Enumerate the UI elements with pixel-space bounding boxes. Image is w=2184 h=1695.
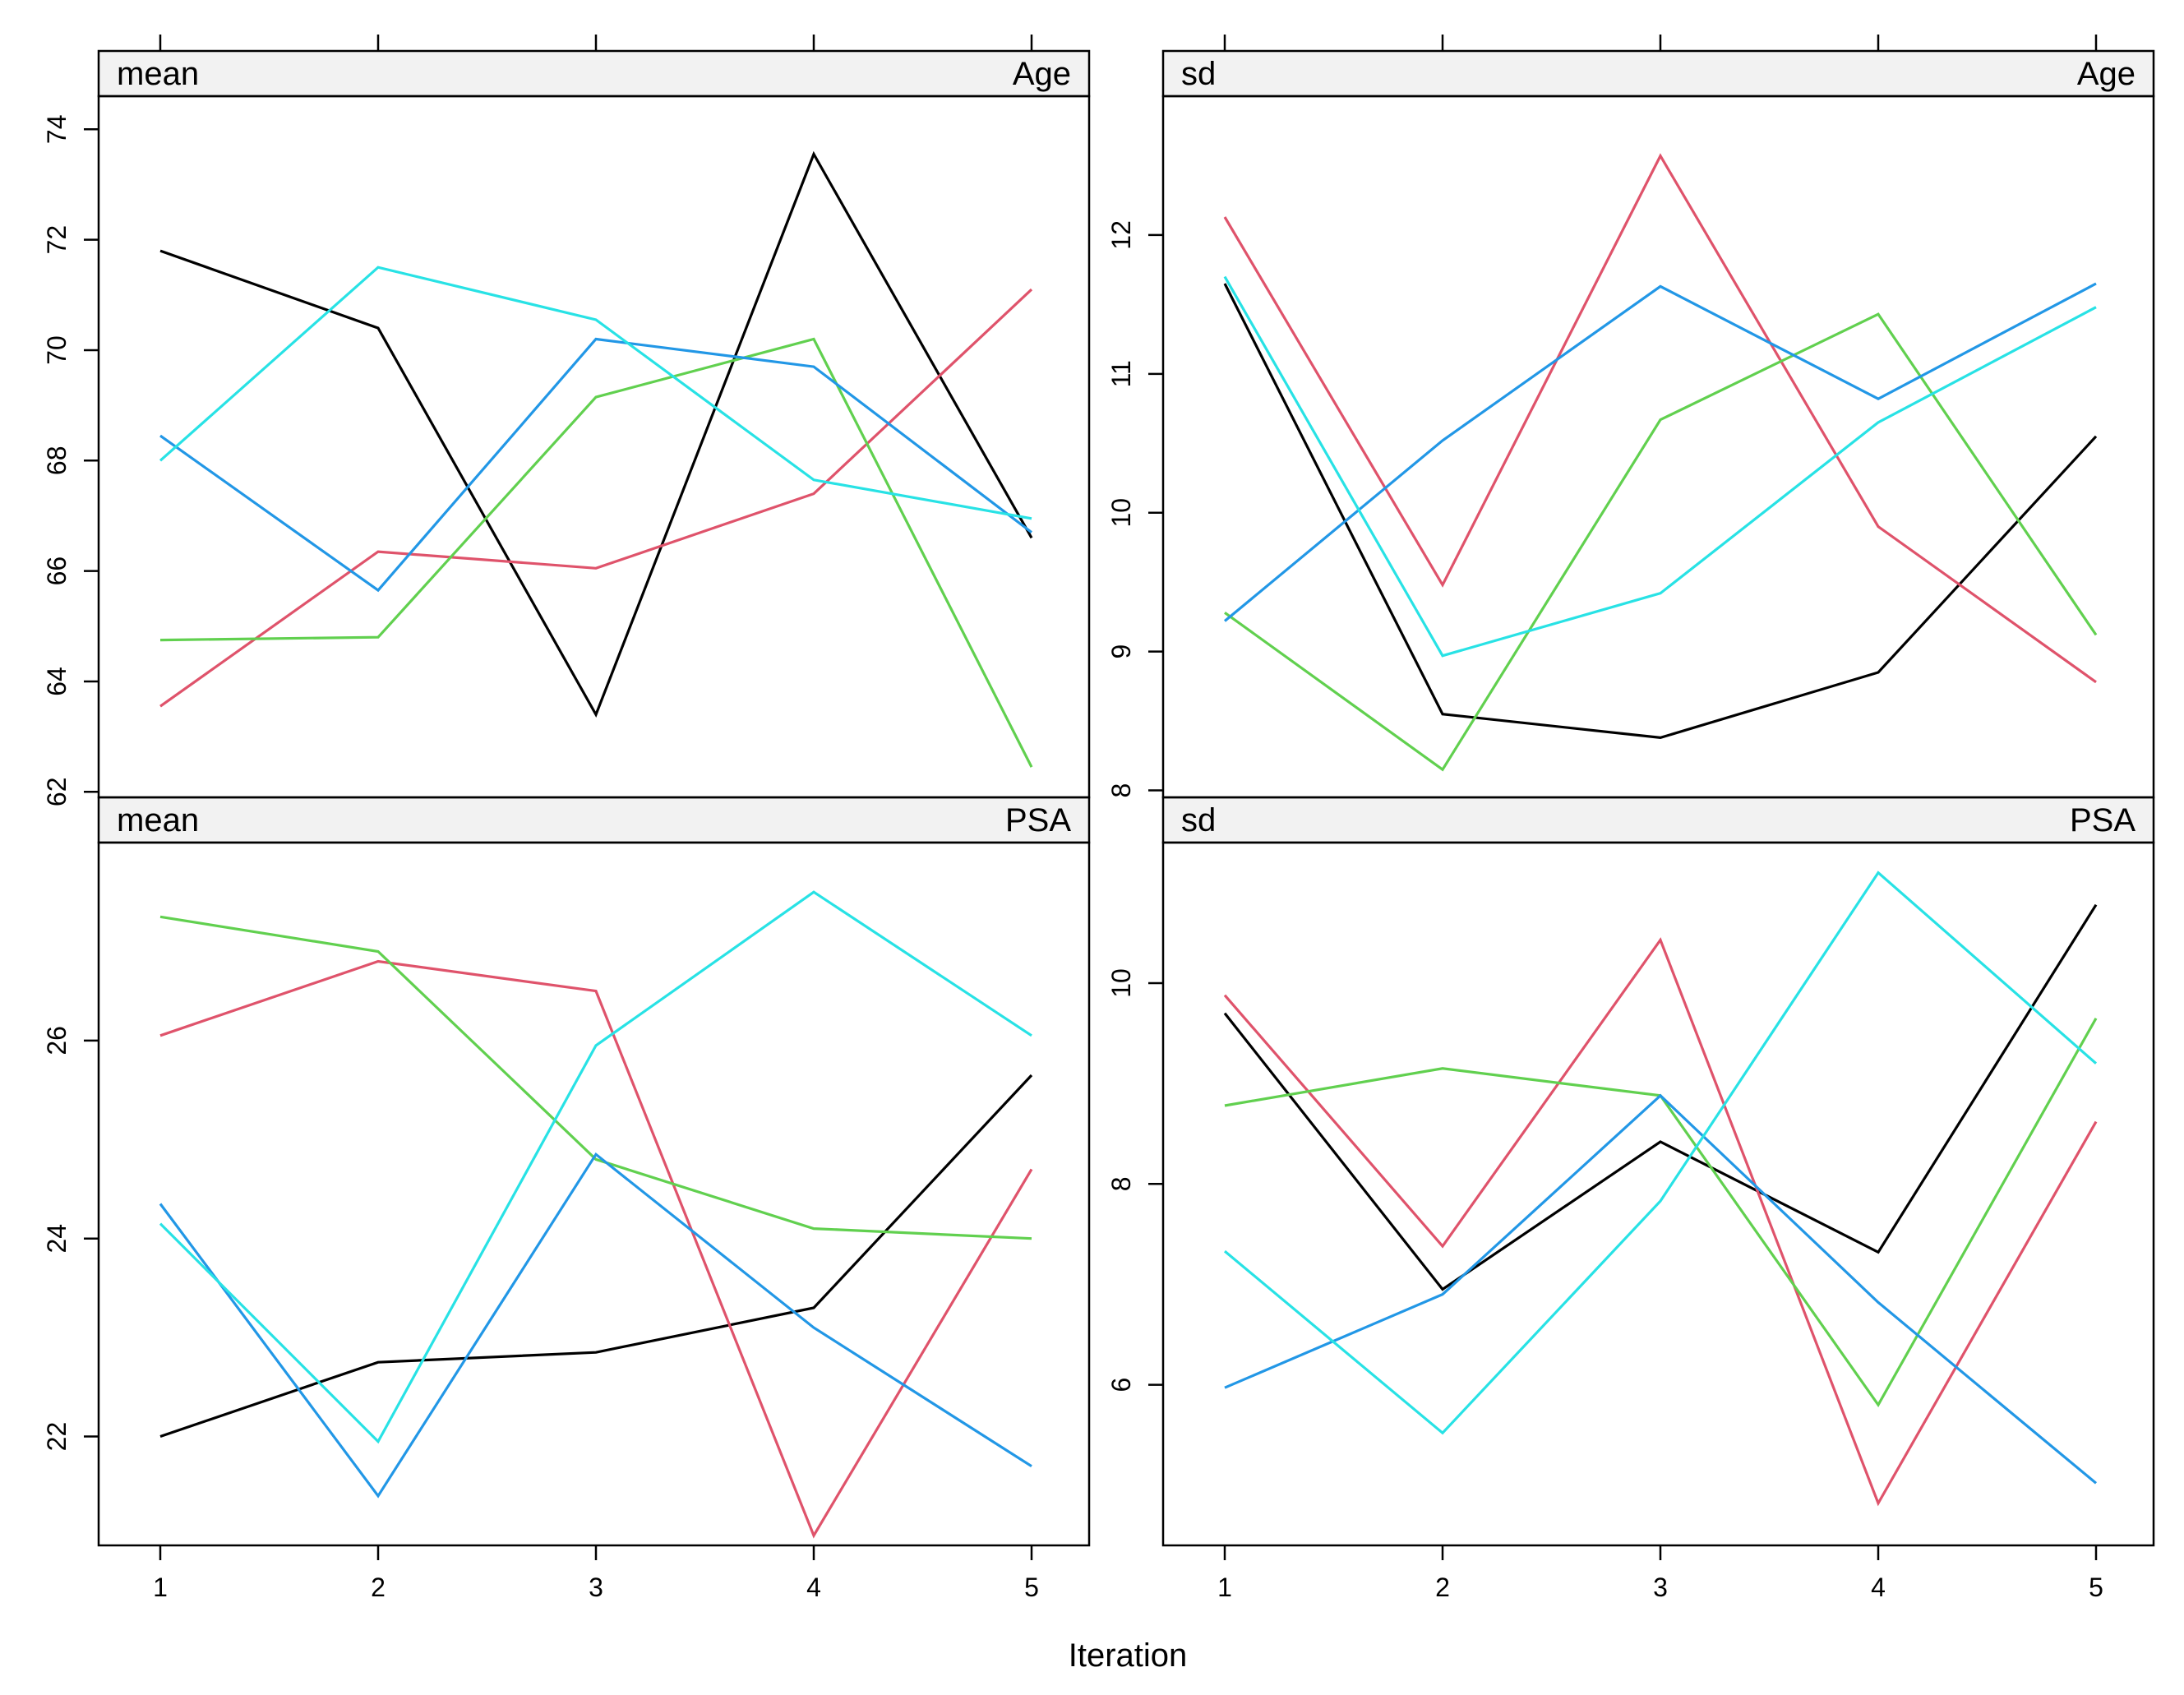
x-axis-title: Iteration (1069, 1637, 1188, 1674)
bottom-xtick-label: 2 (371, 1573, 386, 1602)
panel-2-strip (1161, 49, 2155, 98)
panel-1-ytick-label: 66 (42, 557, 72, 586)
bottom-xtick-label: 5 (1024, 1573, 1039, 1602)
bottom-xtick-label: 1 (1217, 1573, 1232, 1602)
panel-1-frame (97, 95, 1091, 799)
panel-3-series-2-line (159, 959, 1033, 1539)
panel-4-frame (1161, 841, 2155, 1547)
panel-1-ytick-label: 74 (42, 115, 72, 145)
bottom-xtick-label: 4 (806, 1573, 821, 1602)
panel-strips: mean Age sd Age mean PSA sd PSA (97, 49, 2155, 844)
panel-2-series-5-line (1223, 275, 2097, 658)
panel-3-stat-label: mean (117, 802, 199, 838)
panel-2-ytick-label: 12 (1106, 220, 1136, 250)
panel-frames (97, 95, 2155, 1547)
panel-1-stat-label: mean (117, 56, 199, 92)
panel-3-ytick-label: 24 (42, 1224, 72, 1254)
panel-1-series-2-line (159, 288, 1033, 708)
panel-4-ytick-label: 6 (1106, 1378, 1136, 1392)
panel-2-series-1-line (1223, 283, 2098, 740)
bottom-xtick-label: 1 (153, 1573, 168, 1602)
panel-2-ytick-label: 11 (1106, 360, 1136, 387)
panel-3-ytick-label: 22 (42, 1422, 72, 1452)
panel-2-ytick-label: 10 (1106, 498, 1136, 528)
bottom-xtick-label: 3 (1653, 1573, 1668, 1602)
panel-2-ytick-label: 9 (1106, 644, 1136, 659)
panel-1-ytick-label: 62 (42, 777, 72, 806)
bottom-xtick-label: 5 (2089, 1573, 2103, 1602)
panel-4-series-1-line (1223, 903, 2098, 1291)
panel-3-ytick-label: 26 (42, 1026, 72, 1055)
panel-3-variable-label: PSA (1005, 802, 1071, 838)
panel-2-series-4-line (1223, 282, 2097, 622)
bottom-xtick-label: 2 (1435, 1573, 1450, 1602)
panel-2-series-2-line (1223, 153, 2097, 684)
panel-1-ytick-label: 70 (42, 335, 72, 365)
panel-2-series-3-line (1224, 312, 2098, 772)
panel-3-series-1-line (159, 1074, 1033, 1439)
panel-3-series-4-line (159, 1152, 1032, 1499)
panel-1-series-5-line (159, 266, 1032, 520)
panel-1-series-1-line (159, 150, 1033, 718)
panel-2-stat-label: sd (1181, 56, 1216, 92)
panel-2-frame (1161, 95, 2155, 799)
panel-4-series-4-line (1224, 1093, 2098, 1485)
panel-1-variable-label: Age (1013, 56, 1071, 92)
panel-2-variable-label: Age (2077, 56, 2136, 92)
panel-4-series-3-line (1224, 1018, 2098, 1407)
panel-4-series-5-line (1223, 871, 2098, 1435)
panel-1-ytick-label: 68 (42, 446, 72, 475)
bottom-xtick-label: 4 (1871, 1573, 1886, 1602)
panel-4-ytick-label: 8 (1106, 1176, 1136, 1191)
panel-4-variable-label: PSA (2070, 802, 2136, 838)
panel-2-ytick-label: 8 (1106, 783, 1136, 798)
panel-4-series-2-line (1223, 937, 2098, 1507)
panel-1-ytick-label: 72 (42, 225, 72, 255)
panel-3-series-3-line (159, 915, 1032, 1240)
panel-4-strip (1161, 796, 2155, 844)
panel-1-series-3-line (159, 337, 1033, 768)
panel-4-stat-label: sd (1181, 802, 1216, 838)
panel-1-series-4-line (159, 337, 1032, 593)
panel-3-strip (97, 796, 1091, 844)
panel-4-ytick-label: 10 (1106, 968, 1136, 998)
panel-3-frame (97, 841, 1091, 1547)
panel-1-strip (97, 49, 1091, 98)
panel-1-ytick-label: 64 (42, 667, 72, 696)
series-lines (159, 150, 2098, 1539)
bottom-xtick-label: 3 (589, 1573, 603, 1602)
panel-3-series-5-line (159, 890, 1032, 1444)
